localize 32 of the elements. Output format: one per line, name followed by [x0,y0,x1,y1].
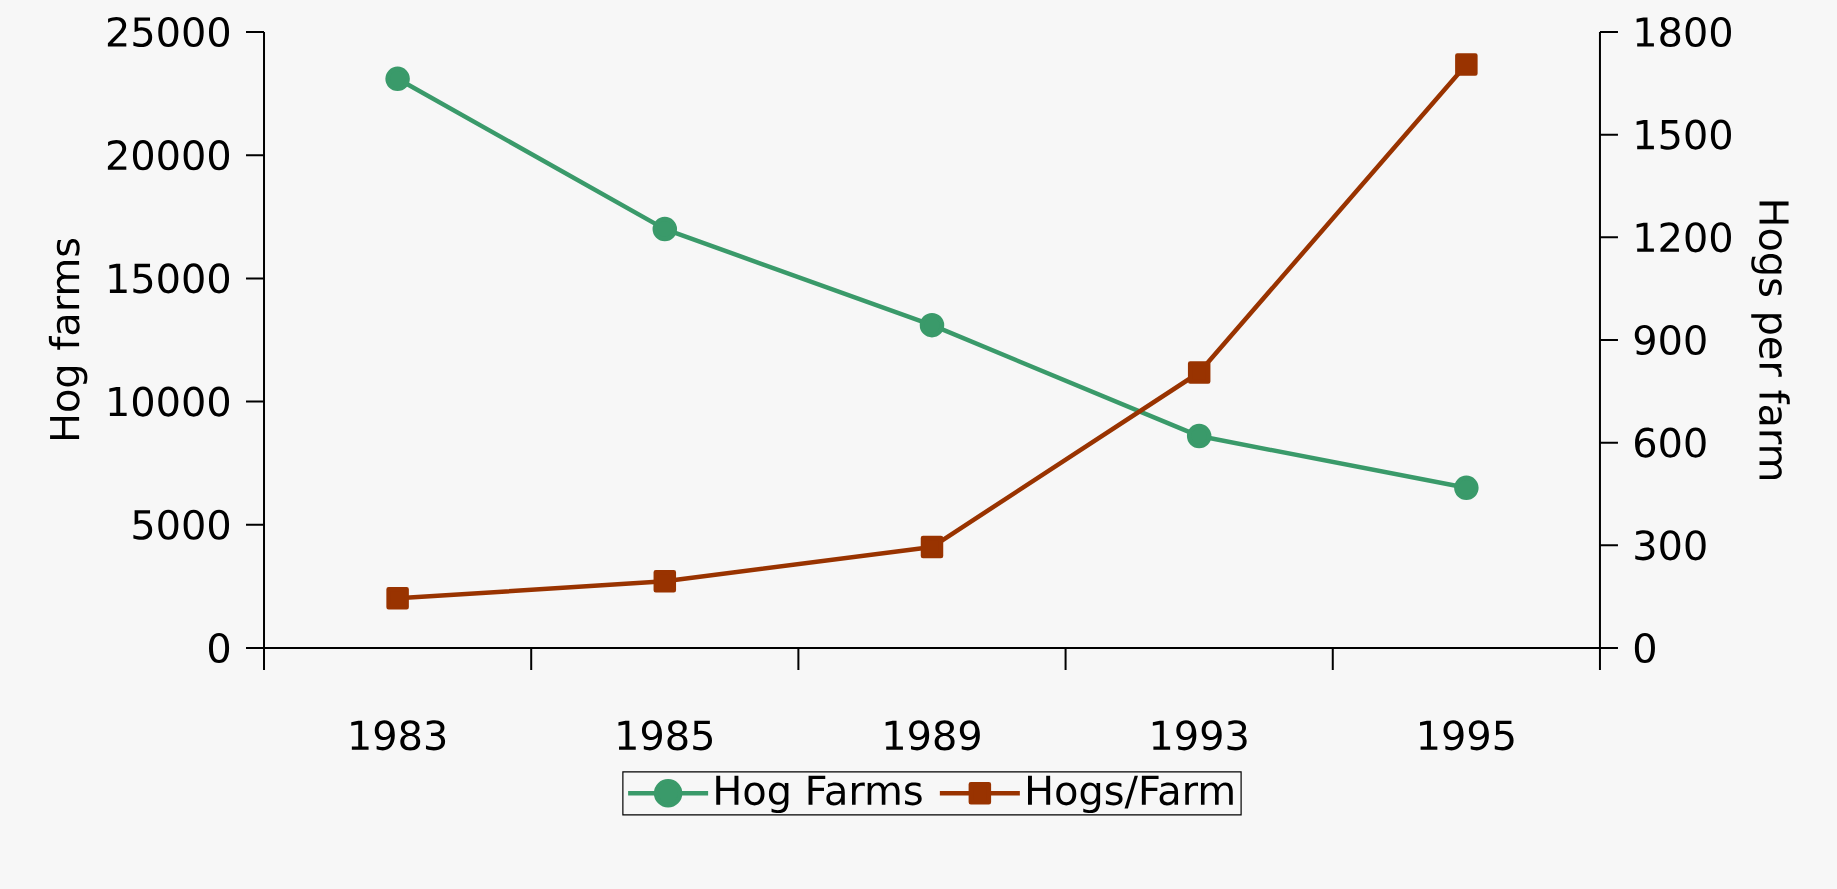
x-tick-label: 1985 [618,720,712,751]
point [1187,361,1211,384]
y2-tick-label: 1200 [1636,222,1731,253]
legend-label: Hogs/Farm [1028,775,1233,814]
y2-tick-label: 1800 [1636,16,1731,48]
point [386,587,409,610]
x-tick-label: 1989 [885,720,980,751]
y-tick-label: 0 [209,632,230,664]
y2-tick-label: 1500 [1636,119,1731,150]
point [1186,423,1212,449]
legend-label: Hog Farms [716,775,922,814]
point [652,216,678,242]
y-tick-label: 20000 [107,140,230,171]
y2-tick-label: 0 [1634,632,1655,664]
y-tick-label: 10000 [109,386,230,417]
y-tick-label: 15000 [109,263,230,294]
x-tick-label: 1995 [1420,720,1514,751]
point [920,535,944,559]
y2-axis-title: Hogs per farm [1751,201,1790,480]
x-tick-label: 1993 [1152,720,1247,751]
y2-tick-label: 900 [1634,324,1706,356]
point [653,570,677,593]
y2-tick-label: 300 [1635,530,1706,561]
y-tick-label: 5000 [133,509,230,540]
point [1455,53,1478,76]
point [919,312,945,338]
x-tick-label: 1983 [351,720,446,751]
y-axis-title: Hog farms [48,238,88,440]
y-tick-label: 25000 [107,16,230,48]
point [1454,475,1479,501]
point [385,66,410,92]
y2-tick-label: 600 [1635,427,1706,458]
